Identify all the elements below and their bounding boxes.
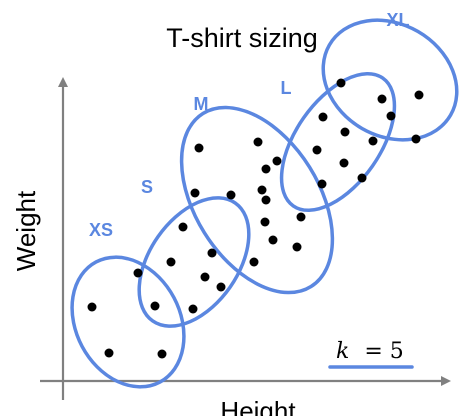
k-equals-value: = 5 bbox=[364, 339, 403, 364]
point-l bbox=[312, 145, 322, 155]
point-m bbox=[268, 235, 278, 245]
point-l bbox=[318, 112, 328, 122]
point-m bbox=[272, 156, 282, 166]
point-m bbox=[292, 242, 302, 252]
cluster-ring-l bbox=[279, 71, 397, 213]
point-m bbox=[194, 143, 204, 153]
point-m bbox=[253, 137, 263, 147]
point-xl bbox=[336, 78, 346, 88]
point-m bbox=[257, 185, 267, 195]
cluster-ring-m bbox=[179, 105, 335, 295]
point-xs bbox=[104, 348, 114, 358]
cluster-label-xs: XS bbox=[89, 220, 113, 240]
cluster-ring-xl bbox=[321, 18, 459, 142]
point-xs bbox=[133, 268, 143, 278]
point-m bbox=[249, 257, 259, 267]
point-l bbox=[357, 173, 367, 183]
point-xl bbox=[386, 111, 396, 121]
point-xs bbox=[87, 302, 97, 312]
point-xs bbox=[150, 301, 160, 311]
point-m bbox=[226, 190, 236, 200]
cluster-label-l: L bbox=[281, 78, 292, 98]
point-xl bbox=[414, 90, 424, 100]
k-annotation: k = 5 bbox=[328, 339, 414, 369]
k-variable: k = 5 bbox=[336, 339, 404, 364]
point-xl bbox=[377, 94, 387, 104]
cluster-ring-xs bbox=[70, 255, 186, 389]
point-m bbox=[260, 217, 270, 227]
cluster-label-m: M bbox=[194, 94, 209, 114]
point-l bbox=[340, 127, 350, 137]
point-s bbox=[166, 257, 176, 267]
point-l bbox=[368, 136, 378, 146]
cluster-label-xl: XL bbox=[386, 10, 409, 30]
point-s bbox=[200, 272, 210, 282]
point-m bbox=[261, 164, 271, 174]
point-s bbox=[207, 248, 217, 258]
diagram-title: T-shirt sizing bbox=[166, 23, 318, 53]
point-l bbox=[317, 179, 327, 189]
point-xs bbox=[157, 349, 167, 359]
point-l bbox=[339, 158, 349, 168]
data-points bbox=[87, 78, 424, 359]
point-s bbox=[216, 282, 226, 292]
x-axis-label: Height bbox=[220, 396, 296, 416]
cluster-label-s: S bbox=[141, 177, 153, 197]
point-m bbox=[296, 212, 306, 222]
y-axis-label: Weight bbox=[11, 190, 41, 271]
point-xl bbox=[411, 134, 421, 144]
cluster-rings bbox=[70, 18, 459, 389]
cluster-ring-s bbox=[137, 196, 251, 328]
k-variable-letter: k bbox=[336, 339, 349, 364]
point-m bbox=[190, 188, 200, 198]
point-s bbox=[188, 304, 198, 314]
point-m bbox=[261, 195, 271, 205]
point-s bbox=[178, 222, 188, 232]
